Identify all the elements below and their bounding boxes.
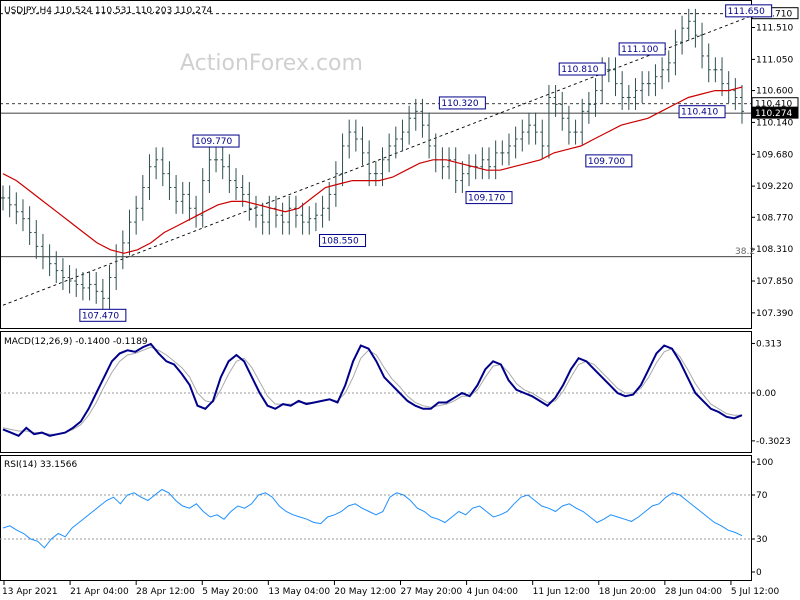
price-y-tick-label: 108.310	[756, 245, 793, 255]
price-annotation-box	[585, 154, 633, 168]
rsi-line	[2, 488, 743, 549]
x-tick-label: 21 Apr 04:00	[70, 587, 129, 597]
macd-panel-frame	[0, 331, 752, 453]
price-annotation-box	[319, 234, 367, 248]
price-y-tick-label: 110.600	[756, 87, 793, 97]
price-annotation-label: 110.410	[681, 108, 718, 118]
price-annotation-box	[678, 105, 726, 119]
macd-title: MACD(12,26,9) -0.1400 -0.1189	[4, 337, 148, 347]
x-tick-label: 13 Apr 2021	[2, 587, 58, 597]
macd-y-tick-label: 0.00	[756, 389, 776, 399]
rsi-layer: 100 70 30 0	[0, 458, 773, 578]
x-tick-label: 27 May 20:00	[401, 587, 463, 597]
price-annotation-label: 109.770	[195, 137, 232, 147]
price-annotation-label: 110.320	[441, 99, 478, 109]
price-y-tick-label: 111.510	[756, 24, 793, 34]
x-tick-label: 5 May 20:00	[202, 587, 258, 597]
price-annotation-box	[438, 96, 486, 110]
x-tick-label: 28 Jun 04:00	[665, 587, 722, 597]
price-y-tick-label: 107.850	[756, 277, 793, 287]
watermark: ActionForex.com	[180, 51, 363, 76]
price-annotation-box	[725, 4, 773, 18]
price-y-tick-label: 111.050	[756, 55, 793, 65]
signal-line	[2, 346, 742, 435]
rsi-y-tick-label: 100	[756, 458, 773, 468]
macd-layer: 0.313 0.00 -0.3023	[0, 339, 791, 447]
x-tick-label: 4 Jun 04:00	[467, 587, 519, 597]
price-annotation-box	[618, 42, 666, 56]
price-y-tick-label: 108.770	[756, 213, 793, 223]
price-annotation-box	[558, 62, 606, 76]
price-title: USDJPY,H4 110.524 110.531 110.203 110.27…	[4, 6, 213, 16]
price-annotation-label: 109.700	[588, 157, 625, 167]
x-tick-label: 5 Jul 12:00	[731, 587, 780, 597]
price-annotation-box	[192, 134, 240, 148]
price-y-tick-label: 109.680	[756, 150, 793, 160]
price-y-tick-label: 110.410	[755, 100, 792, 110]
rsi-y-tick-label: 30	[756, 535, 768, 545]
price-level-box	[751, 106, 799, 119]
ma-line	[2, 86, 743, 254]
macd-y-tick-label: -0.3023	[756, 437, 791, 447]
x-tick-label: 18 Jun 20:00	[599, 587, 656, 597]
price-y-tick-label: 110.274	[755, 109, 792, 119]
macd-line	[2, 342, 743, 437]
x-tick-label: 20 May 12:00	[334, 587, 396, 597]
fib-level-label: 38.2	[735, 247, 755, 257]
x-tick-label: 13 May 04:00	[268, 587, 330, 597]
trend-line	[2, 13, 756, 306]
price-y-tick-label: 110.140	[756, 118, 793, 128]
price-y-tick-label: 109.220	[756, 182, 793, 192]
price-annotation-box	[79, 308, 127, 322]
price-annotation-label: 111.100	[621, 45, 658, 55]
rsi-y-tick-label: 70	[756, 491, 768, 501]
price-annotation-label: 108.550	[322, 237, 359, 247]
x-tick-label: 11 Jun 12:00	[533, 587, 590, 597]
x-axis: 13 Apr 2021 21 Apr 04:00 28 Apr 12:00 5 May…	[2, 581, 779, 597]
price-y-tick-label: 107.390	[756, 309, 793, 319]
price-annotation-label: 111.650	[728, 7, 765, 17]
price-layer: 111.710111.510111.050110.600110.410110.2…	[0, 4, 799, 322]
price-annotation-label: 109.170	[468, 194, 505, 204]
price-y-tick-label: 111.710	[755, 10, 792, 20]
rsi-title: RSI(14) 33.1566	[4, 460, 77, 470]
x-tick-label: 28 Apr 12:00	[136, 587, 195, 597]
rsi-panel-frame	[0, 455, 752, 581]
price-annotation-box	[465, 191, 513, 205]
price-annotation-label: 107.470	[82, 311, 119, 321]
price-annotation-label: 110.810	[561, 65, 598, 75]
rsi-y-tick-label: 0	[756, 568, 762, 578]
macd-y-tick-label: 0.313	[756, 339, 782, 349]
